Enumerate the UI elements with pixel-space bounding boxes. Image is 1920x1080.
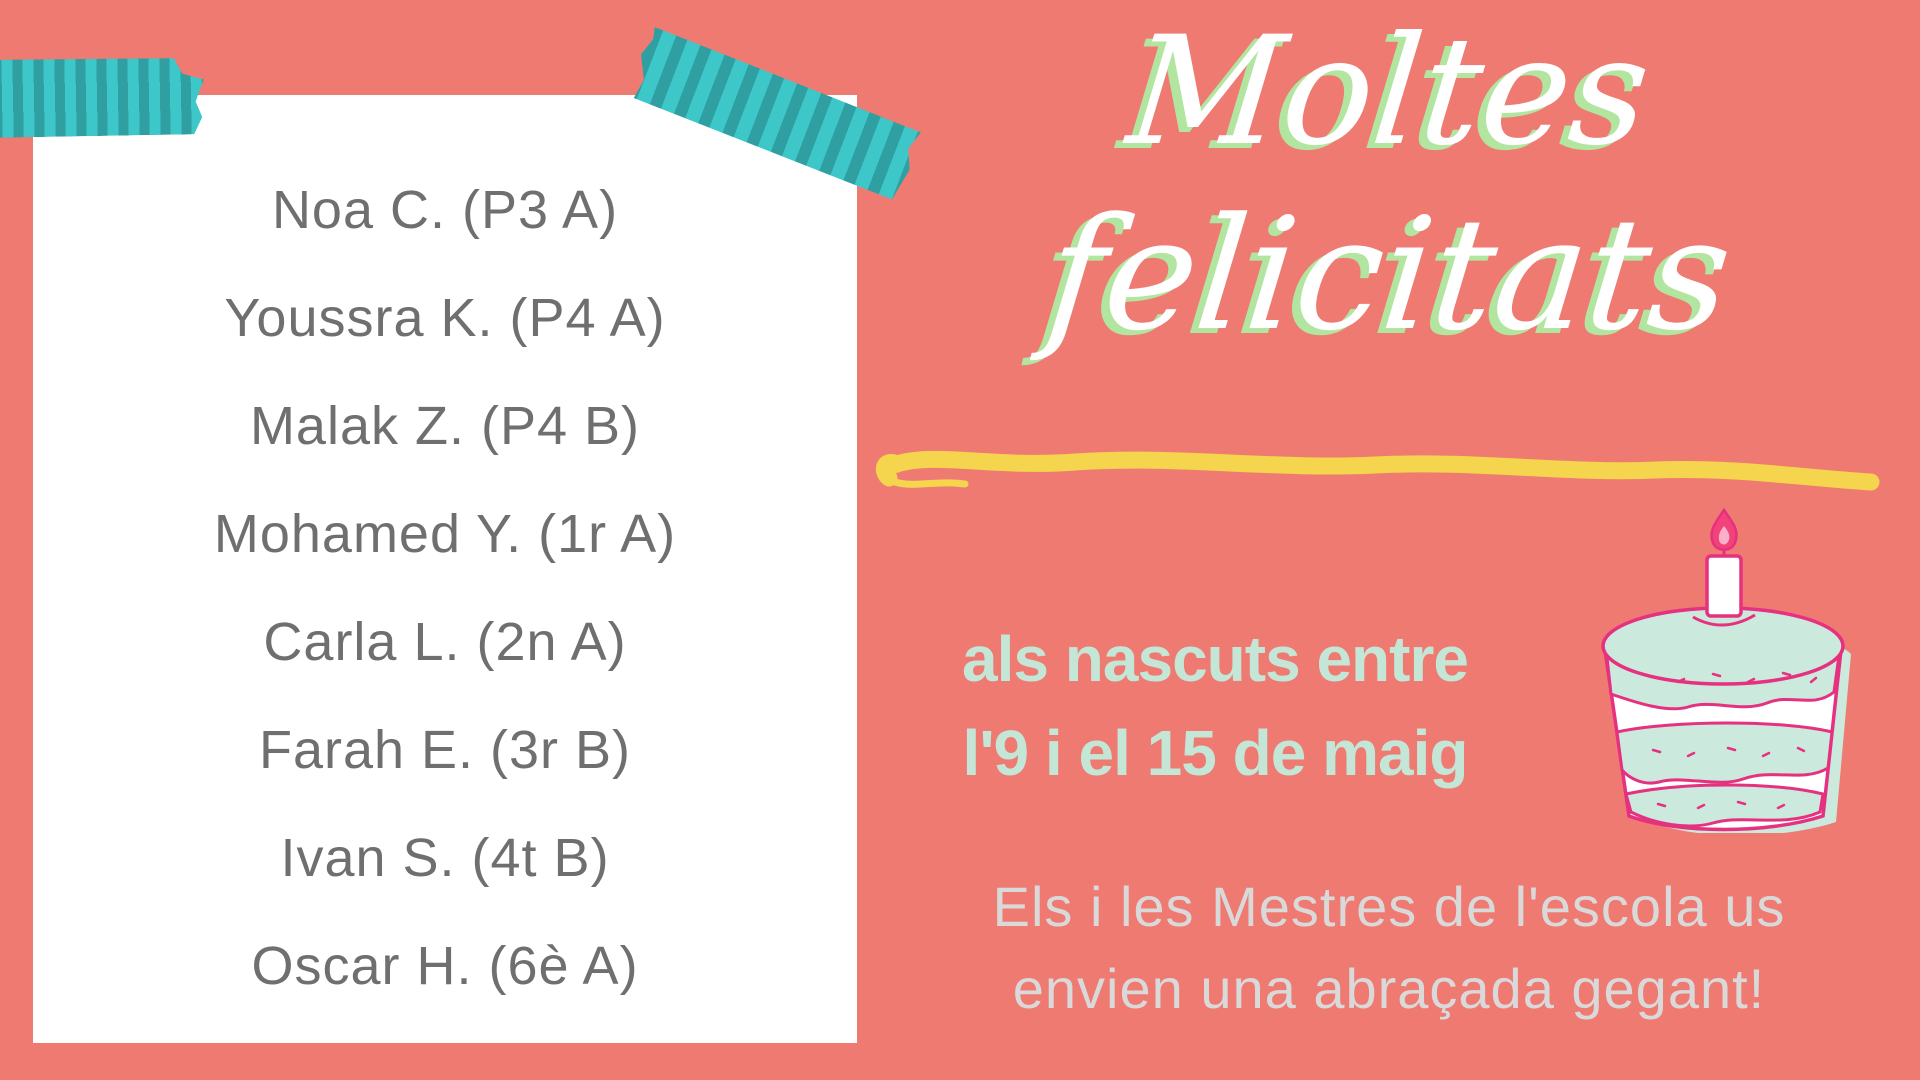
name-item: Ivan S. (4t B) — [280, 828, 610, 888]
candle-base-line — [1692, 613, 1756, 627]
name-item: Noa C. (P3 A) — [271, 180, 619, 240]
cake-icing-band — [1624, 783, 1825, 828]
washi-tape-left-icon — [0, 56, 205, 138]
subtitle-line-2: l'9 i el 15 de maig — [962, 717, 1469, 789]
title-line-1: Moltes — [1120, 5, 1658, 179]
name-item: Malak Z. (P4 B) — [249, 396, 641, 456]
cake-top — [1601, 606, 1845, 686]
cake-sprinkles — [1641, 671, 1818, 810]
name-item: Mohamed Y. (1r A) — [213, 504, 677, 564]
message-line-2: envien una abraçada gegant! — [1012, 957, 1766, 1020]
name-item: Carla L. (2n A) — [263, 612, 627, 672]
message-line-1: Els i les Mestres de l'escola us — [992, 875, 1786, 938]
name-item: Oscar H. (6è A) — [251, 936, 639, 996]
title-line-2: felicitats — [1038, 184, 1740, 365]
name-item: Farah E. (3r B) — [258, 720, 632, 780]
birthday-name-list: Noa C. (P3 A) Youssra K. (P4 A) Malak Z.… — [33, 156, 857, 1020]
subtitle-dates: als nascuts entre l'9 i el 15 de maig — [860, 612, 1570, 800]
birthday-cake-illustration — [1601, 507, 1851, 833]
teachers-message: Els i les Mestres de l'escola us envien … — [858, 866, 1920, 1030]
candle-flame-core — [1718, 526, 1730, 545]
poster-title: Moltes felicitats — [858, 0, 1920, 375]
subtitle-line-1: als nascuts entre — [962, 623, 1469, 695]
cake-icing-band — [1615, 721, 1834, 785]
yellow-underline-stroke — [875, 450, 1880, 491]
name-item: Youssra K. (P4 A) — [224, 288, 666, 348]
sticky-note-paper: Noa C. (P3 A) Youssra K. (P4 A) Malak Z.… — [33, 95, 857, 1043]
cake-candle — [1705, 554, 1743, 618]
